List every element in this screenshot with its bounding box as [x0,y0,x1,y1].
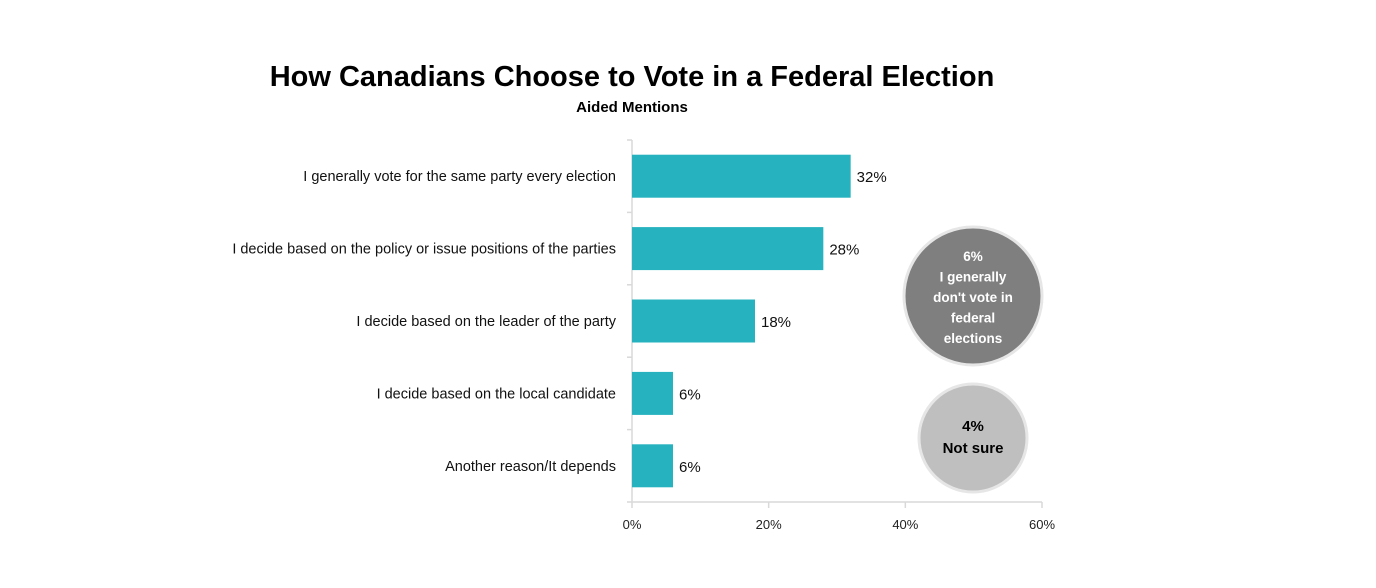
dont-vote-bubble [902,225,1044,367]
bar [632,444,673,488]
dont-vote-bubble-text: 6% [963,249,983,264]
value-label: 32% [857,169,887,186]
value-label: 18% [761,314,791,331]
not-sure-bubble-text: Not sure [943,440,1004,457]
dont-vote-bubble-text: elections [944,331,1003,346]
category-label: I decide based on the leader of the part… [356,314,616,330]
category-label: I decide based on the policy or issue po… [232,242,616,258]
category-label: I generally vote for the same party ever… [303,169,616,185]
chart-subtitle: Aided Mentions [576,99,688,116]
plot-area: 0% 20% 40% 60% I generally vote for the same… [232,139,1055,532]
value-label: 6% [679,459,701,476]
bar [632,227,824,271]
value-label: 28% [829,242,859,259]
chart-title: How Canadians Choose to Vote in a Federa… [270,61,995,93]
not-sure-bubble-text: 4% [962,418,984,435]
not-sure-bubble [917,382,1029,494]
dont-vote-bubble-text: I generally [940,270,1007,285]
category-label: Another reason/It depends [445,459,616,475]
x-tick-label: 20% [756,517,782,532]
dont-vote-bubble-text: federal [951,311,995,326]
bar [632,154,851,198]
dont-vote-bubble-text: don't vote in [933,290,1013,305]
x-tick-label: 40% [892,517,918,532]
category-label: I decide based on the local candidate [377,386,616,402]
bar [632,299,755,343]
value-label: 6% [679,386,701,403]
x-tick-label: 0% [623,517,642,532]
callouts: 6% I generally don't vote in federal electio… [902,225,1044,494]
x-tick-label: 60% [1029,517,1055,532]
bar [632,371,673,415]
